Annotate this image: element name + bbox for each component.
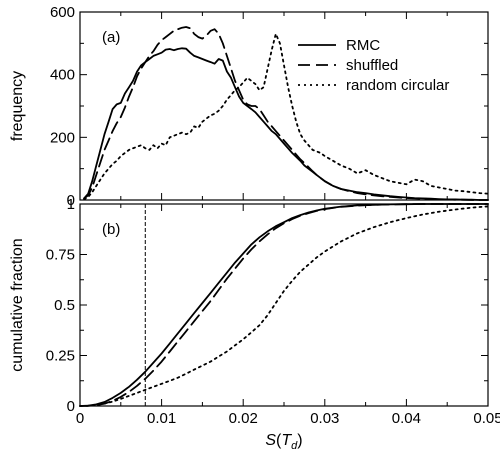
y-tick-label: 0.5 — [54, 297, 75, 314]
panel-b: 0 0.01 0.02 0.03 0.04 0.05 0 0.25 0.5 0.75 1 cumula… — [9, 196, 500, 427]
panel-label: (b) — [102, 221, 120, 238]
panel-label: (a) — [102, 29, 120, 46]
plot-frame — [79, 11, 489, 201]
x-axis-label: S(Td) — [265, 432, 302, 452]
panel-a: 0 200 400 600 frequency (a) — [9, 4, 489, 209]
legend-label: RMC — [346, 37, 380, 54]
x-tick-label: 0.01 — [147, 410, 176, 427]
y-tick-label: 1 — [67, 196, 75, 213]
y-axis-label: cumulative fraction — [9, 238, 26, 371]
series-line-shuffled — [83, 26, 489, 201]
y-tick-label: 600 — [50, 4, 75, 21]
y-tick-label: 0 — [67, 192, 75, 209]
series-line-shuffled — [79, 203, 489, 407]
legend-label: random circular — [346, 77, 449, 94]
series-line-rmc — [79, 203, 489, 407]
x-tick-label: 0 — [76, 410, 84, 427]
series-line-random-circular — [83, 33, 489, 201]
legend: RMC shuffled random circular — [298, 37, 449, 94]
x-tick-label: 0.03 — [310, 410, 339, 427]
legend-label: shuffled — [346, 57, 398, 74]
y-tick-label: 0.25 — [46, 348, 75, 365]
series-line-rmc — [83, 47, 489, 201]
y-axis-label: frequency — [9, 71, 26, 141]
y-tick-label: 0.75 — [46, 247, 75, 264]
x-tick-label: 0.05 — [473, 410, 500, 427]
series-line-random-circular — [79, 205, 489, 407]
y-tick-label: 0 — [67, 398, 75, 415]
x-tick-label: 0.04 — [392, 410, 421, 427]
y-tick-label: 200 — [50, 129, 75, 146]
x-tick-label: 0.02 — [229, 410, 258, 427]
y-tick-label: 400 — [50, 67, 75, 84]
